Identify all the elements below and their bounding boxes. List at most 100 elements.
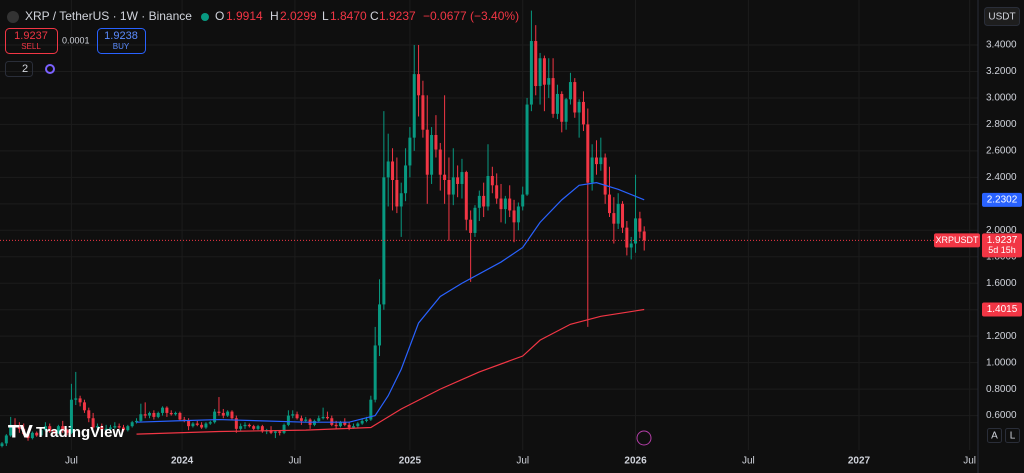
candle-body: [499, 198, 503, 210]
y-tick-label: 0.6000: [986, 410, 1017, 421]
auto-button[interactable]: [987, 428, 1002, 443]
candle-body: [122, 427, 125, 431]
candle-body: [148, 412, 152, 416]
candle-body: [30, 432, 34, 439]
c-label: C: [370, 9, 379, 23]
candle-body: [508, 198, 512, 211]
candle-body: [321, 416, 325, 419]
candle-body: [100, 426, 104, 431]
indicators-toggle[interactable]: [5, 61, 33, 77]
candle-body: [95, 426, 99, 428]
brand: TradingView: [36, 424, 124, 441]
h-label: H: [270, 9, 279, 23]
sell-button[interactable]: [5, 28, 58, 54]
candle-body: [204, 423, 208, 428]
candle-body: [421, 95, 425, 130]
symbol-icon: [7, 11, 19, 23]
candle-body: [356, 423, 360, 427]
candle-body: [65, 430, 69, 433]
l-label: L: [322, 9, 329, 23]
logo-mark: 𝗧𝗩: [8, 422, 34, 441]
ma-price-label: 1.4015: [987, 304, 1018, 315]
y-tick-label: 2.8000: [986, 119, 1017, 130]
candle-body: [312, 420, 316, 425]
candle-body: [373, 345, 377, 400]
buy-button[interactable]: [97, 28, 146, 54]
candle-body: [581, 101, 585, 125]
candle-body: [9, 424, 13, 436]
candle-body: [538, 58, 542, 87]
candle-body: [282, 424, 286, 433]
candle-body: [521, 194, 525, 207]
log-button[interactable]: [1005, 428, 1020, 443]
y-tick-label: 1.2000: [986, 331, 1017, 342]
x-tick-label: Jul: [963, 456, 976, 467]
candle-body: [347, 424, 351, 428]
candle-body: [629, 243, 633, 248]
buy-price: 1.9238: [104, 30, 138, 42]
candle-body: [117, 426, 121, 428]
c-value: 1.9237: [379, 9, 416, 23]
currency-select[interactable]: [984, 7, 1020, 26]
candle-body: [378, 304, 382, 346]
candle-body: [395, 180, 399, 207]
candle-body: [174, 412, 178, 415]
candle-body: [226, 411, 230, 416]
moving-average: [136, 182, 645, 423]
candle-body: [217, 411, 221, 413]
candle-body: [195, 423, 199, 425]
candle-body: [247, 424, 251, 427]
y-tick-label: 2.0000: [986, 225, 1017, 236]
symbol-title: XRP / TetherUS · 1W · Binance: [25, 9, 192, 23]
candle-body: [330, 418, 334, 425]
candle-body: [586, 124, 590, 183]
candle-body: [35, 432, 39, 436]
candle-body: [113, 426, 117, 428]
last-price-label: 1.9237: [987, 235, 1018, 246]
candle-body: [616, 203, 620, 224]
y-tick-label: 2.4000: [986, 172, 1017, 183]
h-value: 2.0299: [280, 9, 317, 23]
grid: [0, 0, 978, 450]
candle-body: [369, 399, 373, 420]
candle-body: [291, 414, 295, 416]
candle-body: [187, 420, 191, 427]
candle-body: [52, 431, 56, 433]
candle-body: [221, 412, 225, 416]
status-dot: [201, 13, 209, 21]
indicator-icon[interactable]: [45, 64, 55, 74]
events-icon[interactable]: [636, 430, 652, 446]
ma-price-label: 2.2302: [987, 194, 1018, 205]
candle-body: [547, 78, 551, 85]
candle-body: [48, 426, 52, 432]
y-tick-label: 2.6000: [986, 146, 1017, 157]
candle-body: [425, 129, 429, 175]
candle-body: [529, 41, 533, 105]
candle-body: [551, 78, 555, 114]
x-tick-label: 2027: [848, 456, 871, 467]
candle-body: [135, 420, 139, 423]
candle-body: [22, 428, 26, 435]
candle-body: [108, 427, 112, 429]
auto-label: A: [991, 431, 998, 442]
candle-body: [594, 157, 598, 165]
candle-body: [39, 430, 43, 436]
candle-body: [503, 198, 507, 210]
o-label: O: [215, 9, 224, 23]
candle-body: [477, 195, 481, 208]
x-tick-label: Jul: [65, 456, 78, 467]
candle-body: [625, 227, 629, 248]
candle-body: [573, 82, 577, 113]
candle-body: [278, 431, 282, 433]
candle-body: [512, 210, 516, 223]
candle-body: [351, 426, 355, 428]
candle-body: [560, 93, 564, 122]
candle-body: [295, 414, 299, 419]
candle-body: [495, 185, 499, 199]
candle-body: [256, 426, 260, 429]
candle-body: [0, 443, 4, 447]
indicators-count: 2: [22, 63, 28, 75]
candle-body: [260, 426, 264, 432]
candle-body: [156, 412, 160, 417]
